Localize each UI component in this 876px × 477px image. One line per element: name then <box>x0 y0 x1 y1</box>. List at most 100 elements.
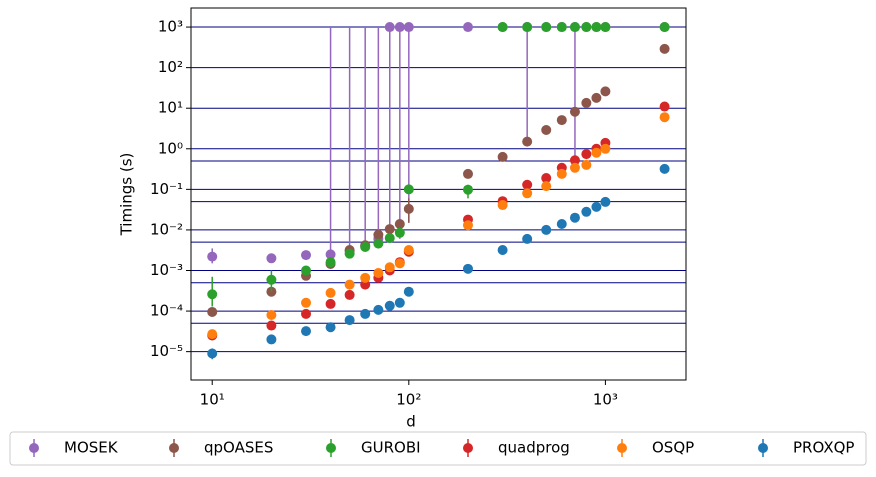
point <box>556 115 567 126</box>
point <box>266 334 277 345</box>
legend-marker <box>617 443 627 453</box>
point <box>462 220 473 231</box>
point <box>403 245 414 256</box>
point <box>591 22 602 33</box>
y-axis-label: Timings (s) <box>118 153 136 237</box>
point <box>266 253 277 264</box>
y-tick-label: 10³ <box>158 18 183 36</box>
x-tick-label: 10² <box>396 391 421 409</box>
point <box>569 162 580 173</box>
point <box>301 265 312 276</box>
point <box>522 179 533 190</box>
y-tick-label: 10⁰ <box>158 139 183 157</box>
legend-marker <box>463 443 473 453</box>
point <box>462 168 473 179</box>
point <box>581 206 592 217</box>
legend-box <box>9 431 867 466</box>
point <box>581 159 592 170</box>
point <box>325 257 336 268</box>
point <box>541 125 552 136</box>
y-tick-label: 10⁻⁴ <box>150 302 183 320</box>
point <box>541 181 552 192</box>
point <box>325 287 336 298</box>
legend-marker <box>326 443 336 453</box>
point <box>403 184 414 195</box>
point <box>373 267 384 278</box>
legend-label: qpOASES <box>204 439 273 457</box>
point <box>403 22 414 33</box>
point <box>522 136 533 147</box>
point <box>659 112 670 123</box>
point <box>360 241 371 252</box>
legend-marker <box>169 443 179 453</box>
point <box>344 248 355 259</box>
point <box>569 22 580 33</box>
point <box>373 238 384 249</box>
point <box>301 250 312 261</box>
y-tick-label: 10⁻³ <box>150 261 183 279</box>
point <box>207 306 218 317</box>
legend-label: GUROBI <box>361 439 421 457</box>
point <box>207 251 218 262</box>
point <box>581 149 592 160</box>
point <box>266 310 277 321</box>
y-tick-label: 10¹ <box>158 99 183 117</box>
point <box>497 200 508 211</box>
point <box>207 289 218 300</box>
point <box>600 143 611 154</box>
point <box>556 22 567 33</box>
point <box>462 22 473 33</box>
point <box>569 106 580 117</box>
point <box>360 272 371 283</box>
point <box>207 329 218 340</box>
point <box>394 22 405 33</box>
point <box>497 245 508 256</box>
point <box>344 289 355 300</box>
point <box>301 326 312 337</box>
point <box>522 233 533 244</box>
point <box>600 196 611 207</box>
point <box>556 218 567 229</box>
point <box>581 22 592 33</box>
point <box>325 322 336 333</box>
point <box>394 297 405 308</box>
point <box>384 233 395 244</box>
y-tick-label: 10⁻⁵ <box>150 342 183 360</box>
point <box>591 201 602 212</box>
point <box>301 297 312 308</box>
x-tick-label: 10¹ <box>200 391 225 409</box>
legend-label: PROXQP <box>793 439 854 457</box>
point <box>403 286 414 297</box>
point <box>266 274 277 285</box>
point <box>497 22 508 33</box>
x-axis-label: d <box>406 413 416 431</box>
point <box>394 218 405 229</box>
point <box>344 315 355 326</box>
point <box>344 279 355 290</box>
point <box>403 203 414 214</box>
point <box>569 212 580 223</box>
legend-label: quadprog <box>498 439 570 457</box>
point <box>556 168 567 179</box>
point <box>522 188 533 199</box>
point <box>360 308 371 319</box>
point <box>384 22 395 33</box>
point <box>569 155 580 166</box>
point <box>373 229 384 240</box>
point <box>522 22 533 33</box>
point <box>394 258 405 269</box>
point <box>591 147 602 158</box>
point <box>384 224 395 235</box>
point <box>541 22 552 33</box>
point <box>384 262 395 273</box>
point <box>659 101 670 112</box>
point <box>462 263 473 274</box>
point <box>659 22 670 33</box>
point <box>541 173 552 184</box>
point <box>600 86 611 97</box>
plot-frame <box>190 7 687 381</box>
point <box>659 43 670 54</box>
point <box>591 92 602 103</box>
y-tick-label: 10⁻¹ <box>150 180 183 198</box>
